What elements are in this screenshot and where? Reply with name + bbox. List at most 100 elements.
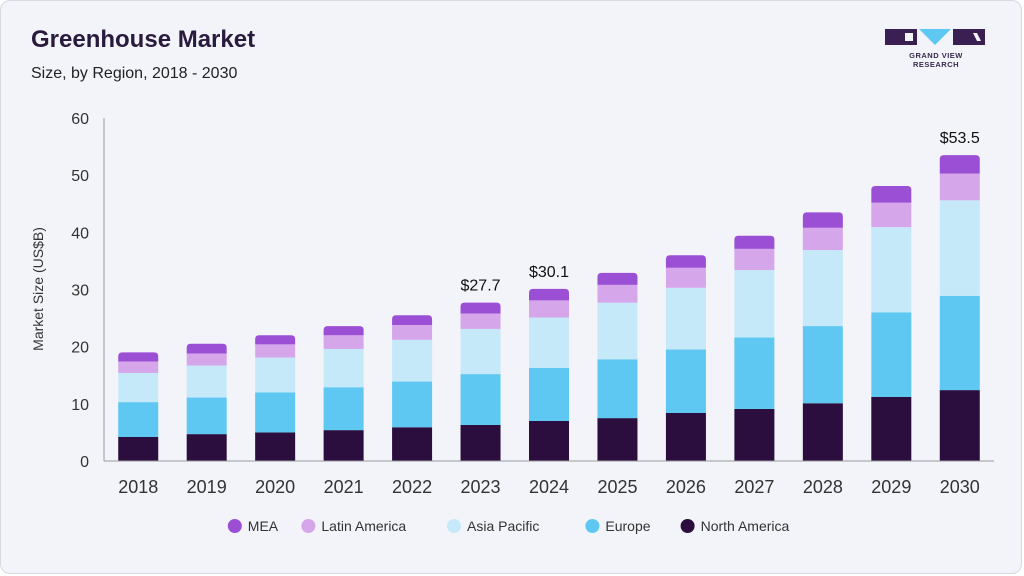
- legend-label: MEA: [248, 518, 279, 534]
- bar-segment-north-america: [597, 418, 638, 461]
- bar-segment-mea: [665, 255, 706, 268]
- bar-segment-mea: [802, 212, 843, 228]
- logo-text: GRAND VIEW RESEARCH: [909, 51, 963, 69]
- bar-segment-mea: [939, 155, 980, 174]
- bars: [118, 155, 980, 461]
- chart-title: Greenhouse Market: [31, 26, 256, 53]
- bar-segment-north-america: [118, 436, 159, 461]
- x-tick-label: 2029: [871, 477, 911, 497]
- bar-segment-mea: [323, 326, 364, 336]
- bar-segment-north-america: [186, 434, 227, 461]
- bar-segment-mea: [597, 272, 638, 285]
- bar-segment-europe: [734, 337, 775, 409]
- x-tick-label: 2025: [597, 477, 637, 497]
- bar-segment-europe: [665, 349, 706, 413]
- bar-segment-asia-pacific: [802, 250, 843, 327]
- x-axis: 2018 2019 2020 2021 2022 2023 2024 2025 2026 2027…: [104, 460, 994, 497]
- bar-segment-asia-pacific: [392, 339, 433, 382]
- x-tick-label: 2022: [392, 477, 432, 497]
- y-tick-label: 0: [80, 454, 89, 471]
- y-tick-label: 20: [71, 340, 89, 357]
- bar-segment-latin-america: [392, 324, 433, 340]
- y-axis: 0 10 20 30 40 50 60: [71, 111, 105, 471]
- bar-segment-mea: [460, 302, 501, 314]
- bar-segment-north-america: [734, 408, 775, 461]
- legend-label: Europe: [605, 518, 650, 534]
- bar-segment-latin-america: [118, 361, 159, 373]
- bar-segment-north-america: [939, 390, 980, 461]
- x-tick-label: 2026: [666, 477, 706, 497]
- x-tick-label: 2030: [940, 477, 980, 497]
- bar-segment-latin-america: [529, 300, 569, 318]
- x-tick-label: 2019: [187, 477, 227, 497]
- total-annotation: $53.5: [940, 130, 980, 147]
- bar-segment-north-america: [255, 432, 296, 461]
- y-tick-label: 30: [71, 283, 89, 300]
- y-tick-label: 40: [71, 225, 89, 242]
- x-tick-label: 2024: [529, 477, 569, 497]
- bar-segment-latin-america: [323, 335, 364, 349]
- bar-segment-europe: [802, 326, 843, 404]
- bar-segment-north-america: [323, 430, 364, 461]
- bar-segment-asia-pacific: [665, 287, 706, 350]
- chart-subtitle: Size, by Region, 2018 - 2030: [31, 65, 238, 82]
- bar-segment-north-america: [665, 412, 706, 461]
- x-tick-label: 2020: [255, 477, 295, 497]
- bar-segment-europe: [460, 374, 501, 425]
- bar-segment-latin-america: [871, 202, 912, 228]
- bar-segment-latin-america: [734, 248, 775, 271]
- bar-segment-europe: [118, 402, 159, 437]
- bar-segment-asia-pacific: [529, 317, 569, 368]
- legend-marker: [680, 519, 695, 533]
- legend-marker: [301, 519, 316, 533]
- bar-segment-asia-pacific: [734, 270, 775, 338]
- x-tick-label: 2023: [461, 477, 501, 497]
- total-annotation: $30.1: [529, 264, 569, 281]
- bar-segment-mea: [529, 288, 569, 301]
- bar-segment-europe: [529, 367, 569, 421]
- bar-segment-europe: [323, 387, 364, 431]
- legend-label: Latin America: [321, 518, 406, 534]
- bar-segment-asia-pacific: [460, 328, 501, 375]
- bar-segment-asia-pacific: [871, 227, 912, 313]
- y-tick-label: 50: [71, 168, 89, 185]
- bar-segment-latin-america: [802, 227, 843, 251]
- bar-segment-europe: [871, 312, 912, 397]
- bar-segment-mea: [392, 315, 433, 325]
- y-tick-label: 10: [71, 397, 89, 414]
- bar-segment-north-america: [529, 420, 569, 461]
- grand-view-research-logo: [885, 29, 985, 45]
- bar-segment-latin-america: [665, 267, 706, 288]
- total-annotation: $27.7: [461, 278, 501, 295]
- bar-segment-asia-pacific: [939, 200, 980, 296]
- bar-segment-europe: [186, 397, 227, 435]
- bar-segment-asia-pacific: [118, 372, 159, 403]
- bar-segment-mea: [734, 235, 775, 249]
- bar-segment-asia-pacific: [323, 348, 364, 388]
- bar-segment-north-america: [802, 403, 843, 461]
- annotations: $27.7 $30.1 $53.5: [461, 130, 980, 294]
- legend-marker: [447, 519, 461, 533]
- bar-segment-latin-america: [255, 344, 296, 358]
- bar-segment-europe: [939, 295, 980, 391]
- bar-segment-north-america: [460, 424, 501, 461]
- legend-marker: [227, 519, 242, 533]
- bar-segment-europe: [597, 359, 638, 419]
- x-tick-label: 2018: [118, 477, 158, 497]
- bar-segment-asia-pacific: [186, 365, 227, 398]
- legend-label: Asia Pacific: [467, 518, 539, 534]
- y-tick-label: 60: [71, 111, 89, 128]
- bar-segment-north-america: [871, 396, 912, 461]
- bar-segment-latin-america: [460, 313, 501, 329]
- x-tick-label: 2021: [324, 477, 364, 497]
- bar-segment-europe: [392, 381, 433, 428]
- y-axis-label: Market Size (US$B): [30, 227, 46, 351]
- legend-marker: [585, 519, 600, 533]
- bar-segment-north-america: [392, 427, 433, 461]
- bar-segment-asia-pacific: [255, 357, 296, 393]
- bar-segment-latin-america: [939, 173, 980, 201]
- bar-segment-europe: [255, 392, 296, 433]
- x-tick-label: 2028: [803, 477, 843, 497]
- bar-segment-mea: [255, 335, 296, 345]
